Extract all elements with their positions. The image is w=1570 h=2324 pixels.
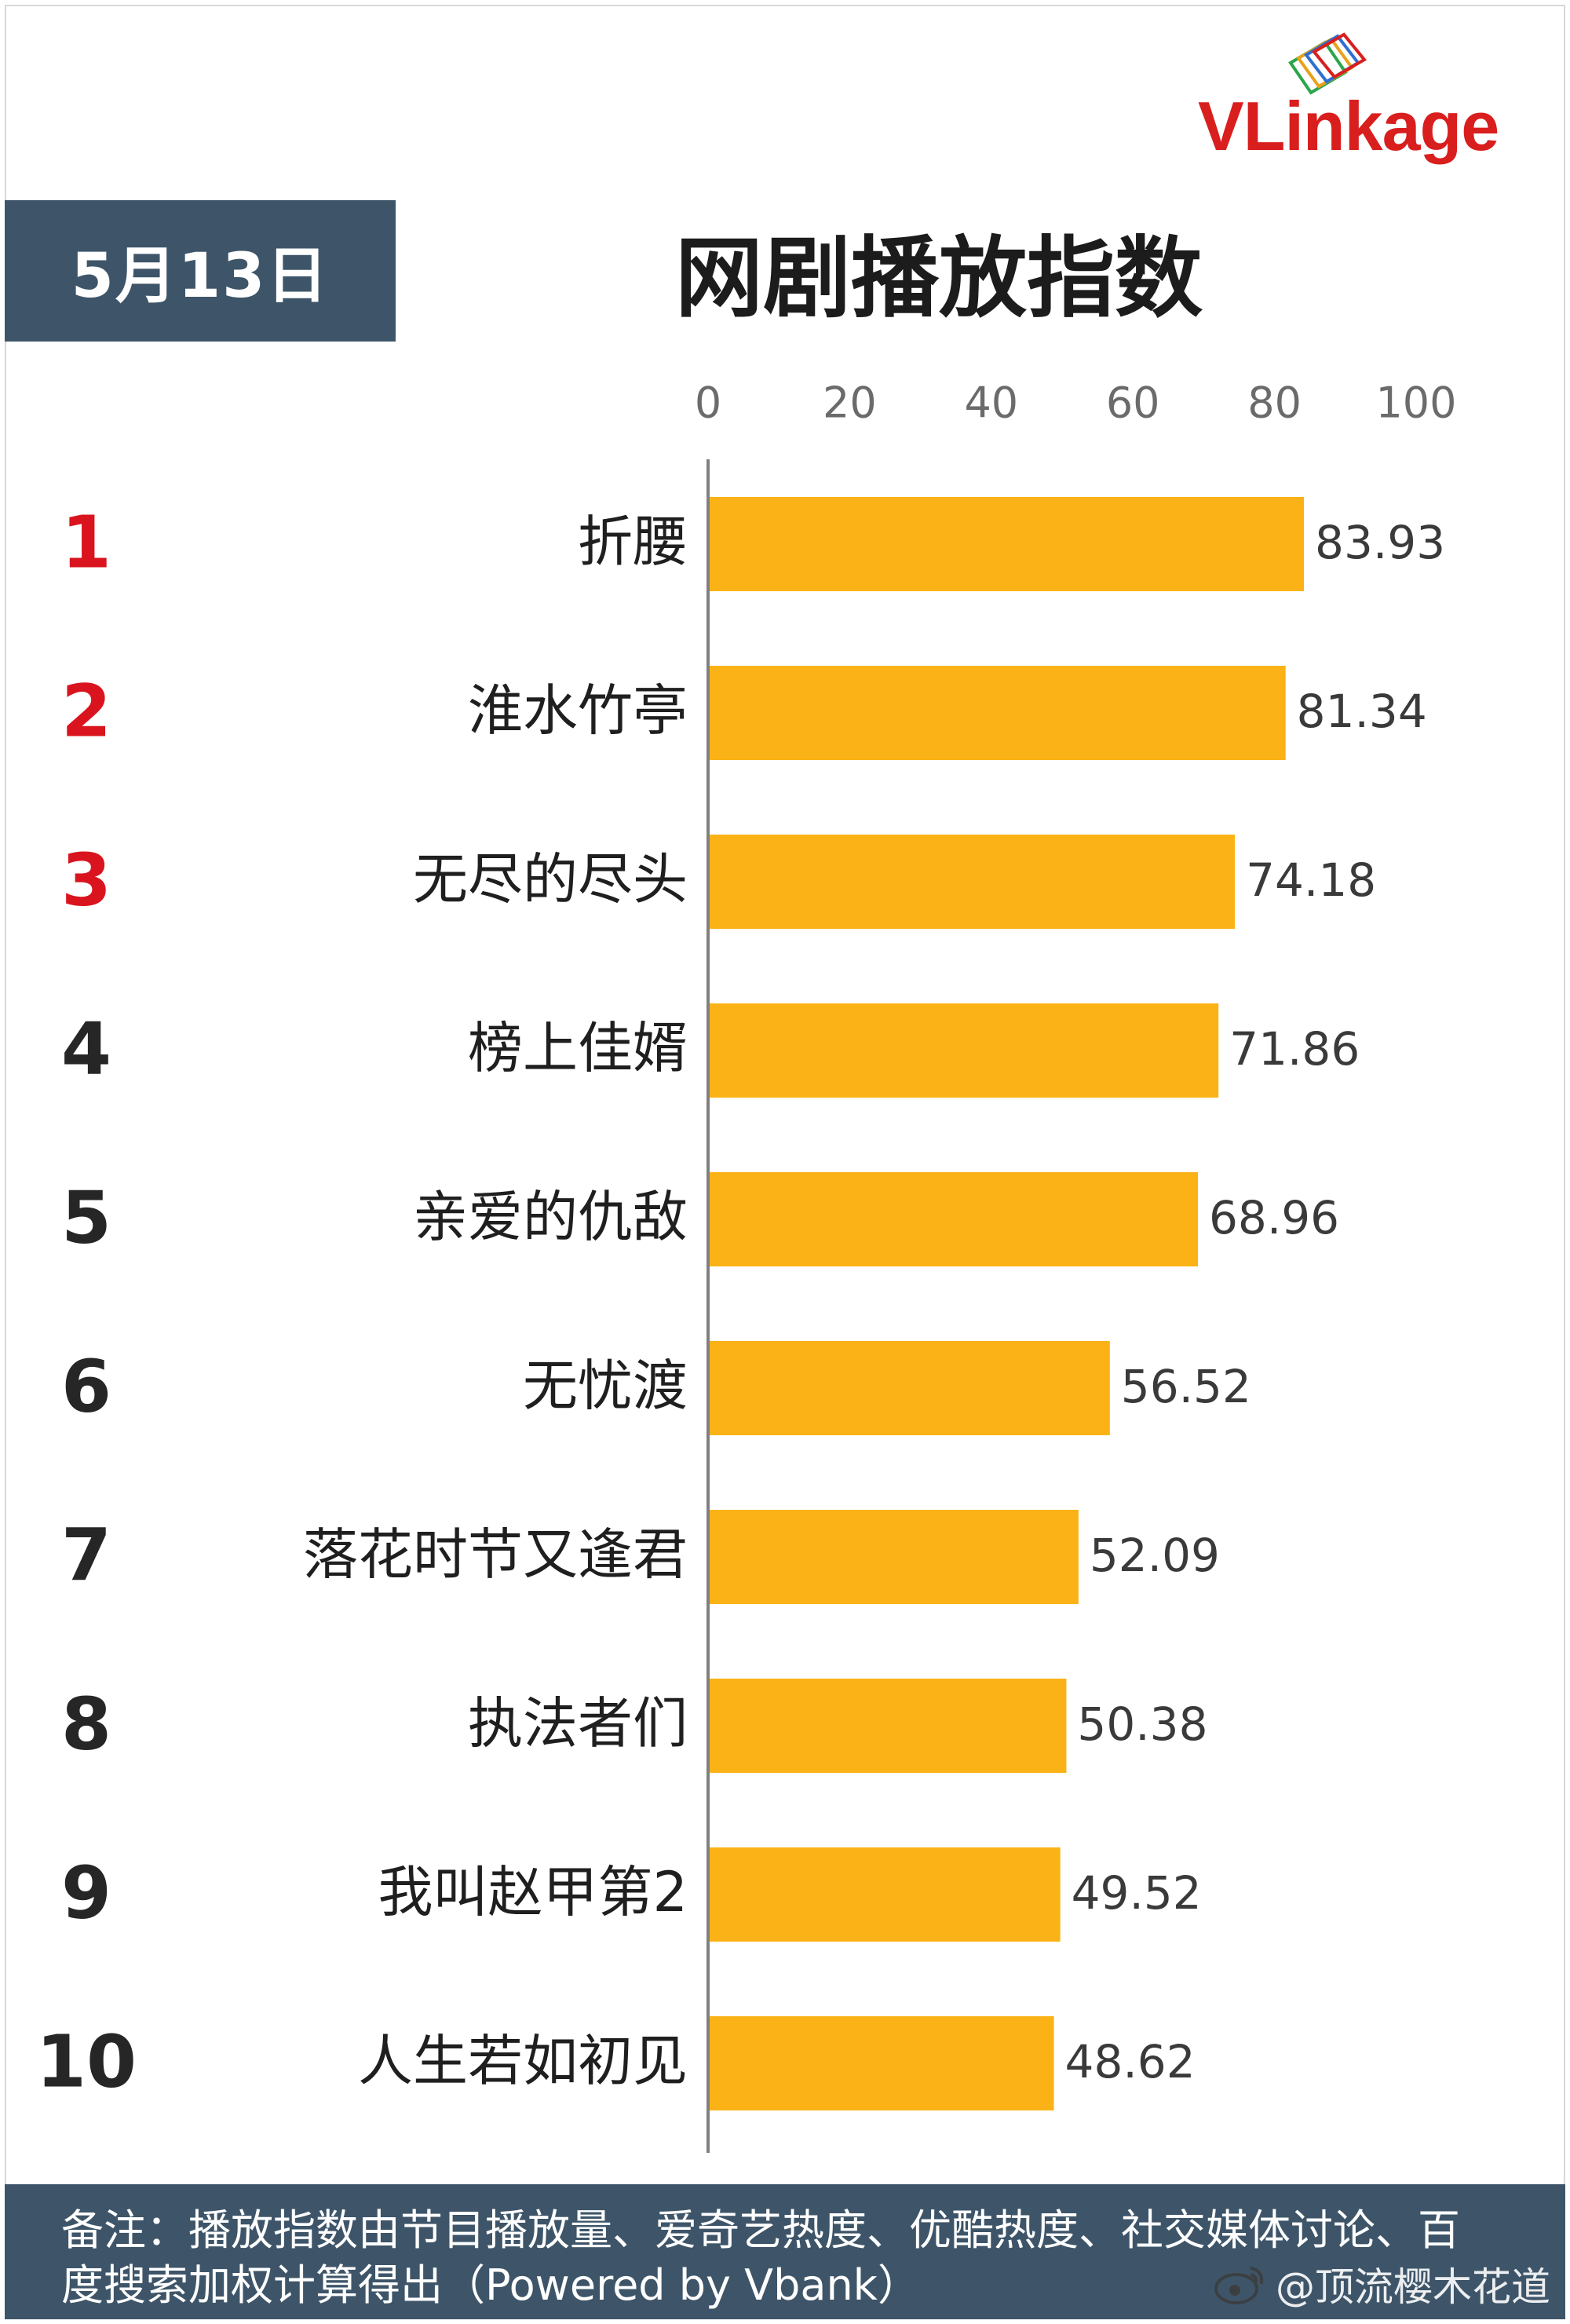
x-tick-label: 20 (823, 378, 877, 428)
value-label: 56.52 (1121, 1360, 1251, 1413)
x-tick-label: 60 (1106, 378, 1160, 428)
x-tick-label: 80 (1247, 378, 1302, 428)
date-badge: 5月13日 (5, 200, 396, 342)
watermark: @顶流樱木花道 (1213, 2256, 1550, 2311)
x-tick-label: 100 (1375, 378, 1456, 428)
category-label: 无尽的尽头 (413, 847, 688, 912)
bar (710, 835, 1236, 929)
category-label: 执法者们 (468, 1691, 688, 1756)
value-label: 52.09 (1090, 1529, 1220, 1582)
rank-number: 1 (61, 500, 111, 584)
rank-number: 8 (61, 1682, 111, 1766)
value-label: 83.93 (1315, 516, 1445, 569)
bar (710, 1172, 1199, 1266)
category-label: 落花时节又逢君 (303, 1522, 688, 1587)
bar (710, 1510, 1079, 1604)
bar (710, 666, 1286, 760)
category-label: 无忧渡 (523, 1354, 688, 1418)
logo-text: VLinkage (1198, 87, 1499, 165)
value-label: 71.86 (1229, 1022, 1360, 1076)
bar (710, 497, 1305, 591)
value-label: 68.96 (1209, 1191, 1339, 1244)
logo-icon (1288, 32, 1367, 95)
category-label: 我叫赵甲第2 (378, 1860, 688, 1924)
category-label: 人生若如初见 (358, 2029, 688, 2093)
bar (710, 1847, 1061, 1942)
rank-number: 9 (61, 1851, 111, 1935)
x-tick-label: 40 (964, 378, 1018, 428)
rank-number: 5 (61, 1175, 111, 1259)
footer-note-panel: 备注：播放指数由节目播放量、爱奇艺热度、优酷热度、社交媒体讨论、百度搜索加权计算… (5, 2184, 1565, 2319)
footer-note: 备注：播放指数由节目播放量、爱奇艺热度、优酷热度、社交媒体讨论、百度搜索加权计算… (61, 2205, 1460, 2310)
chart-title: 网剧播放指数 (675, 228, 1203, 330)
bar (710, 1679, 1067, 1773)
value-label: 81.34 (1297, 685, 1427, 738)
x-tick-label: 0 (695, 378, 721, 428)
category-label: 榜上佳婿 (468, 1016, 688, 1080)
vlinkage-logo: VLinkage (1193, 31, 1554, 173)
value-label: 74.18 (1246, 853, 1376, 907)
category-label: 亲爱的仇敌 (413, 1185, 688, 1249)
category-label: 淮水竹亭 (468, 678, 688, 743)
weibo-icon (1214, 2267, 1264, 2304)
value-label: 49.52 (1072, 1866, 1202, 1920)
rank-number: 4 (61, 1007, 111, 1091)
rank-number: 10 (36, 2019, 137, 2103)
rank-number: 3 (61, 838, 111, 922)
watermark-text: @顶流樱木花道 (1276, 2264, 1550, 2310)
value-label: 50.38 (1077, 1697, 1207, 1751)
rank-number: 2 (61, 669, 111, 753)
bar-chart: 0 20 40 60 80 100 83.93 折腰 1 81.34 淮水竹亭 2 74.18 无尽的尽头… (36, 378, 1457, 2153)
value-label: 48.62 (1065, 2035, 1196, 2088)
rank-number: 7 (61, 1513, 111, 1597)
bar (710, 1341, 1110, 1435)
category-label: 折腰 (578, 510, 688, 574)
bar (710, 1003, 1219, 1098)
rank-number: 6 (61, 1344, 111, 1428)
bar (710, 2016, 1054, 2110)
